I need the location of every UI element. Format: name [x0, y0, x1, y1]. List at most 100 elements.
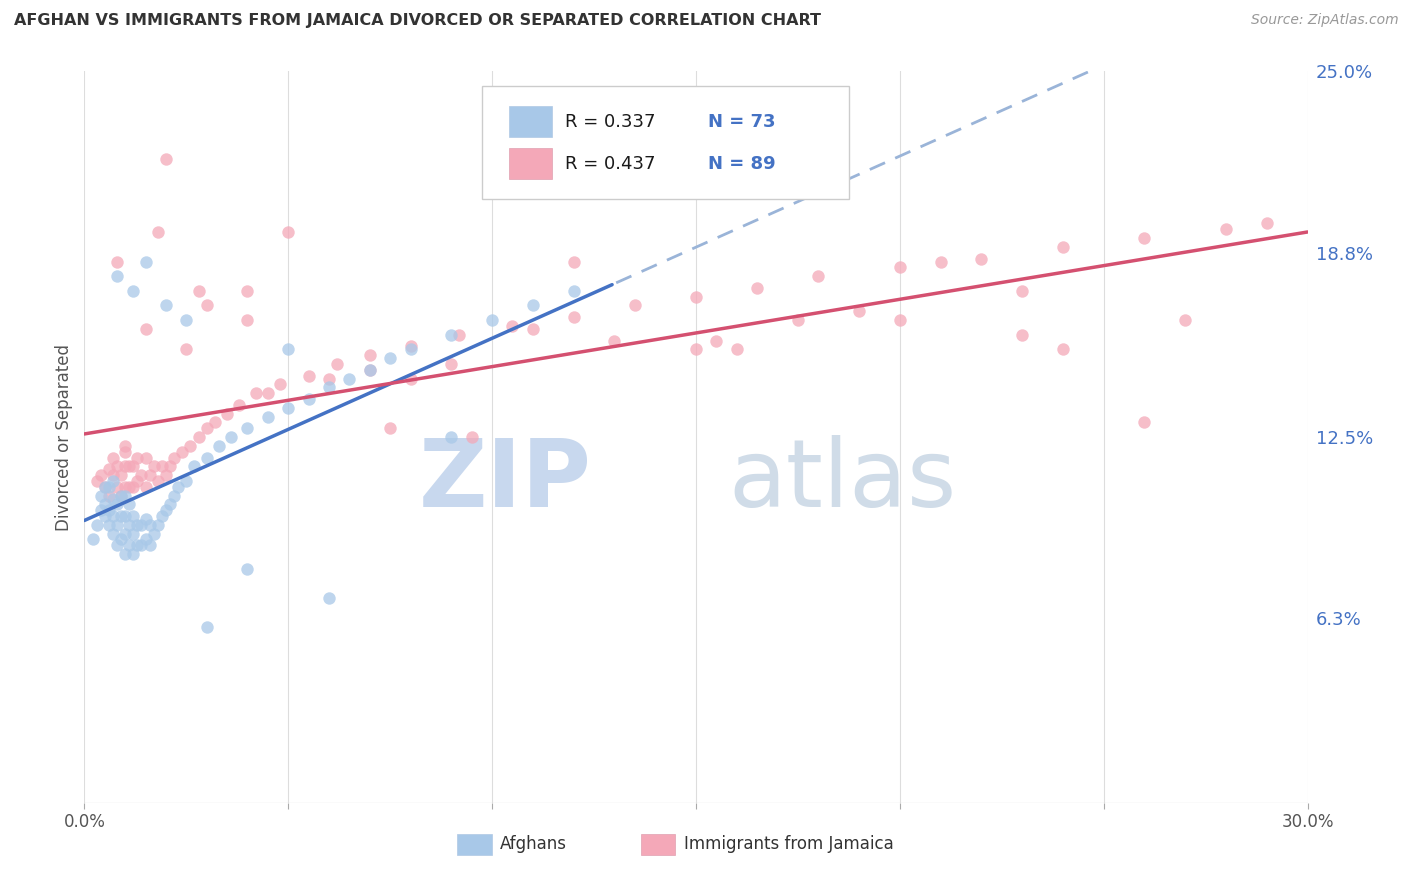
Point	[195, 450, 218, 465]
Point	[380, 421, 402, 435]
Point	[208, 439, 231, 453]
Point	[195, 421, 218, 435]
Point	[142, 459, 165, 474]
Point	[562, 310, 585, 325]
Point	[685, 343, 707, 357]
Bar	[509, 106, 551, 137]
Point	[135, 512, 157, 526]
Point	[135, 480, 157, 494]
Point	[146, 474, 169, 488]
Point	[1133, 416, 1156, 430]
Point	[105, 459, 128, 474]
Point	[787, 313, 810, 327]
Point	[93, 480, 115, 494]
Point	[174, 474, 197, 488]
Point	[298, 392, 321, 406]
Point	[135, 533, 157, 547]
Point	[277, 225, 299, 239]
Bar	[641, 833, 675, 855]
Point	[131, 538, 153, 552]
Point	[110, 468, 132, 483]
Point	[399, 343, 422, 357]
Text: Source: ZipAtlas.com: Source: ZipAtlas.com	[1251, 13, 1399, 28]
Point	[97, 489, 120, 503]
Point	[118, 459, 141, 474]
Point	[236, 313, 259, 327]
Point	[97, 462, 120, 476]
Point	[685, 290, 707, 304]
Point	[93, 480, 115, 494]
Point	[122, 509, 145, 524]
Point	[725, 343, 748, 357]
Point	[380, 351, 402, 365]
Point	[889, 313, 911, 327]
Point	[114, 526, 136, 541]
Point	[603, 334, 626, 348]
Point	[90, 468, 112, 483]
Point	[101, 468, 124, 483]
Point	[359, 363, 381, 377]
Point	[187, 284, 209, 298]
Point	[131, 517, 153, 532]
Point	[318, 371, 340, 385]
Bar	[509, 148, 551, 179]
Point	[359, 363, 381, 377]
Point	[118, 480, 141, 494]
Text: R = 0.337: R = 0.337	[565, 112, 655, 131]
Point	[163, 489, 186, 503]
Point	[562, 284, 585, 298]
Text: atlas: atlas	[728, 435, 957, 527]
Point	[101, 526, 124, 541]
Point	[298, 368, 321, 383]
Point	[82, 533, 104, 547]
Point	[146, 517, 169, 532]
Point	[110, 509, 132, 524]
Point	[110, 533, 132, 547]
Point	[90, 489, 112, 503]
Point	[257, 409, 280, 424]
Point	[114, 439, 136, 453]
Point	[848, 304, 870, 318]
Point	[110, 489, 132, 503]
Point	[217, 407, 239, 421]
Point	[167, 480, 190, 494]
Point	[146, 225, 169, 239]
Point	[118, 497, 141, 511]
Point	[93, 497, 115, 511]
Point	[138, 517, 160, 532]
Point	[1256, 217, 1278, 231]
Point	[131, 468, 153, 483]
Point	[174, 343, 197, 357]
Point	[159, 497, 181, 511]
Point	[183, 459, 205, 474]
Point	[449, 327, 471, 342]
Point	[179, 439, 201, 453]
Point	[236, 562, 259, 576]
Point	[399, 371, 422, 385]
Point	[807, 269, 830, 284]
Point	[114, 547, 136, 561]
Point	[277, 401, 299, 415]
Point	[110, 489, 132, 503]
Point	[257, 386, 280, 401]
Point	[163, 450, 186, 465]
Point	[359, 348, 381, 362]
Point	[122, 547, 145, 561]
Point	[747, 281, 769, 295]
Text: R = 0.437: R = 0.437	[565, 154, 655, 172]
Point	[318, 380, 340, 394]
Point	[101, 491, 124, 506]
Point	[1133, 231, 1156, 245]
Point	[195, 298, 218, 312]
Point	[105, 517, 128, 532]
Point	[105, 480, 128, 494]
Point	[155, 152, 177, 166]
Point	[440, 327, 463, 342]
Point	[440, 357, 463, 371]
Point	[187, 430, 209, 444]
Point	[522, 298, 544, 312]
Point	[228, 398, 250, 412]
Point	[277, 343, 299, 357]
Point	[97, 517, 120, 532]
Point	[326, 357, 349, 371]
